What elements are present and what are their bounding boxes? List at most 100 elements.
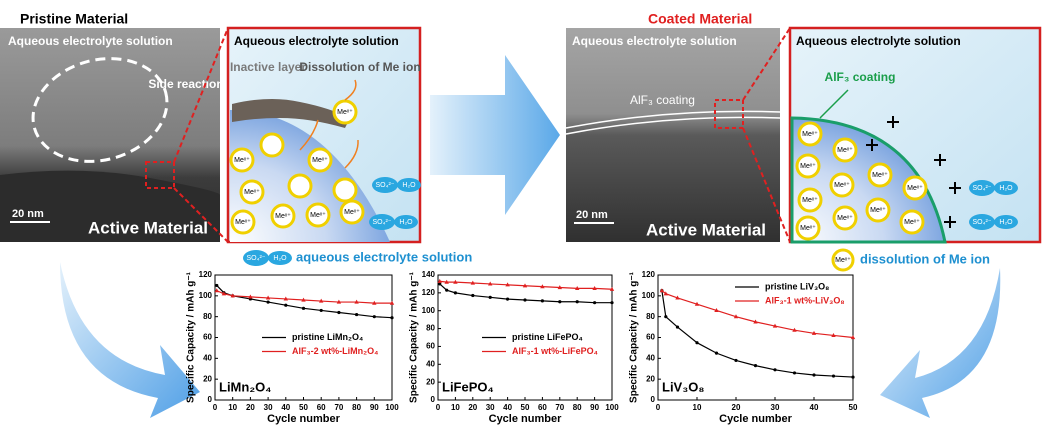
vacancy xyxy=(289,175,311,197)
so4-label: SO₄²⁻ xyxy=(247,255,266,262)
x-tick-label: 10 xyxy=(693,403,702,412)
me-ion-label: Meˣ⁺ xyxy=(872,172,888,179)
y-axis-label: Specific Capacity / mAh g⁻¹ xyxy=(629,271,640,403)
me-ion-label: Meˣ⁺ xyxy=(310,212,326,219)
data-point xyxy=(302,307,305,310)
y-tick-label: 20 xyxy=(203,374,212,383)
me-ion-label: Meˣ⁺ xyxy=(837,147,853,154)
data-point xyxy=(284,304,287,307)
side-reaction-label: Side reaction xyxy=(148,77,223,91)
me-ion-label: Meˣ⁺ xyxy=(870,207,886,214)
me-ion-label: Meˣ⁺ xyxy=(904,219,920,226)
y-tick-label: 80 xyxy=(426,324,435,333)
data-point xyxy=(676,325,679,328)
data-point xyxy=(610,301,613,304)
y-tick-label: 120 xyxy=(199,270,213,279)
x-tick-label: 0 xyxy=(656,403,661,412)
curved-arrow xyxy=(60,262,200,418)
data-point xyxy=(593,301,596,304)
me-ion-label: Meˣ⁺ xyxy=(837,215,853,222)
x-tick-label: 20 xyxy=(732,403,741,412)
me-ion-label: Meˣ⁺ xyxy=(275,213,291,220)
y-tick-label: 140 xyxy=(422,270,436,279)
y-tick-label: 20 xyxy=(646,374,655,383)
h2o-label: H₂O xyxy=(273,255,287,262)
x-tick-label: 50 xyxy=(849,403,858,412)
chart-label: LiV₃O₈ xyxy=(662,379,704,394)
electrolyte-label: Aqueous electrolyte solution xyxy=(796,34,961,48)
x-tick-label: 30 xyxy=(771,403,780,412)
y-tick-label: 80 xyxy=(646,312,655,321)
data-point xyxy=(454,291,457,294)
x-tick-label: 50 xyxy=(299,403,308,412)
coated-title: Coated Material xyxy=(648,11,752,27)
x-tick-label: 60 xyxy=(538,403,547,412)
me-ion-label: Meˣ⁺ xyxy=(244,189,260,196)
data-point xyxy=(506,298,509,301)
x-tick-label: 10 xyxy=(228,403,237,412)
legend-label: AlF₃-1 wt%-LiV₃O₈ xyxy=(765,295,845,305)
electrolyte-label: Aqueous electrolyte solution xyxy=(572,34,737,48)
so4-label: SO₄²⁻ xyxy=(973,219,992,226)
data-point xyxy=(773,368,776,371)
active-material-label: Active Material xyxy=(646,220,766,239)
x-tick-label: 100 xyxy=(605,403,619,412)
data-point xyxy=(851,375,854,378)
h2o-label: H₂O xyxy=(402,182,416,189)
data-point xyxy=(489,296,492,299)
pristine-title: Pristine Material xyxy=(20,11,128,27)
x-tick-label: 40 xyxy=(281,403,290,412)
y-tick-label: 40 xyxy=(203,353,212,362)
x-tick-label: 10 xyxy=(451,403,460,412)
y-tick-label: 60 xyxy=(203,333,212,342)
scale-bar-label: 20 nm xyxy=(576,209,608,221)
h2o-label: H₂O xyxy=(999,185,1013,192)
data-point xyxy=(390,316,393,319)
data-point xyxy=(715,352,718,355)
coating-label: AlF₃ coating xyxy=(825,70,896,84)
me-ion-label: Meˣ⁺ xyxy=(337,109,353,116)
legend-label: pristine LiFePO₄ xyxy=(512,332,583,342)
legend-label: AlF₃-1 wt%-LiFePO₄ xyxy=(512,346,598,356)
x-axis-label: Cycle number xyxy=(267,413,340,425)
data-point xyxy=(471,294,474,297)
data-point xyxy=(523,298,526,301)
y-tick-label: 60 xyxy=(646,333,655,342)
chart-label: LiMn₂O₄ xyxy=(219,379,271,394)
y-axis-label: Specific Capacity / mAh g⁻¹ xyxy=(409,271,420,403)
me-ion-label: Meˣ⁺ xyxy=(235,219,251,226)
legend-label: pristine LiMn₂O₄ xyxy=(292,332,363,342)
h2o-label: H₂O xyxy=(399,219,413,226)
x-tick-label: 70 xyxy=(555,403,564,412)
data-point xyxy=(576,300,579,303)
y-tick-label: 40 xyxy=(646,353,655,362)
me-ion-label: Meˣ⁺ xyxy=(800,225,816,232)
x-tick-label: 20 xyxy=(468,403,477,412)
y-tick-label: 120 xyxy=(422,288,436,297)
x-tick-label: 90 xyxy=(590,403,599,412)
y-axis-label: Specific Capacity / mAh g⁻¹ xyxy=(186,271,197,403)
data-point xyxy=(832,374,835,377)
x-tick-label: 60 xyxy=(317,403,326,412)
legend-dissolution: dissolution of Me ion xyxy=(860,251,990,266)
inactive-layer-label: Inactive layer xyxy=(230,60,306,74)
me-ion-label: Meˣ⁺ xyxy=(907,185,923,192)
so4-label: SO₄²⁻ xyxy=(373,219,392,226)
y-tick-label: 40 xyxy=(426,359,435,368)
data-point xyxy=(337,311,340,314)
data-point xyxy=(215,284,218,287)
y-tick-label: 60 xyxy=(426,342,435,351)
legend-label: AlF₃-2 wt%-LiMn₂O₄ xyxy=(292,346,378,356)
electrolyte-label: Aqueous electrolyte solution xyxy=(8,34,173,48)
data-point xyxy=(754,364,757,367)
electrolyte-label: Aqueous electrolyte solution xyxy=(234,34,399,48)
data-point xyxy=(267,300,270,303)
legend-electrolyte: aqueous electrolyte solution xyxy=(296,249,472,264)
x-tick-label: 100 xyxy=(385,403,399,412)
data-point xyxy=(812,373,815,376)
h2o-label: H₂O xyxy=(999,219,1013,226)
me-ion-label: Meˣ⁺ xyxy=(802,197,818,204)
x-tick-label: 30 xyxy=(486,403,495,412)
data-point xyxy=(695,341,698,344)
curved-arrow xyxy=(880,268,1000,418)
